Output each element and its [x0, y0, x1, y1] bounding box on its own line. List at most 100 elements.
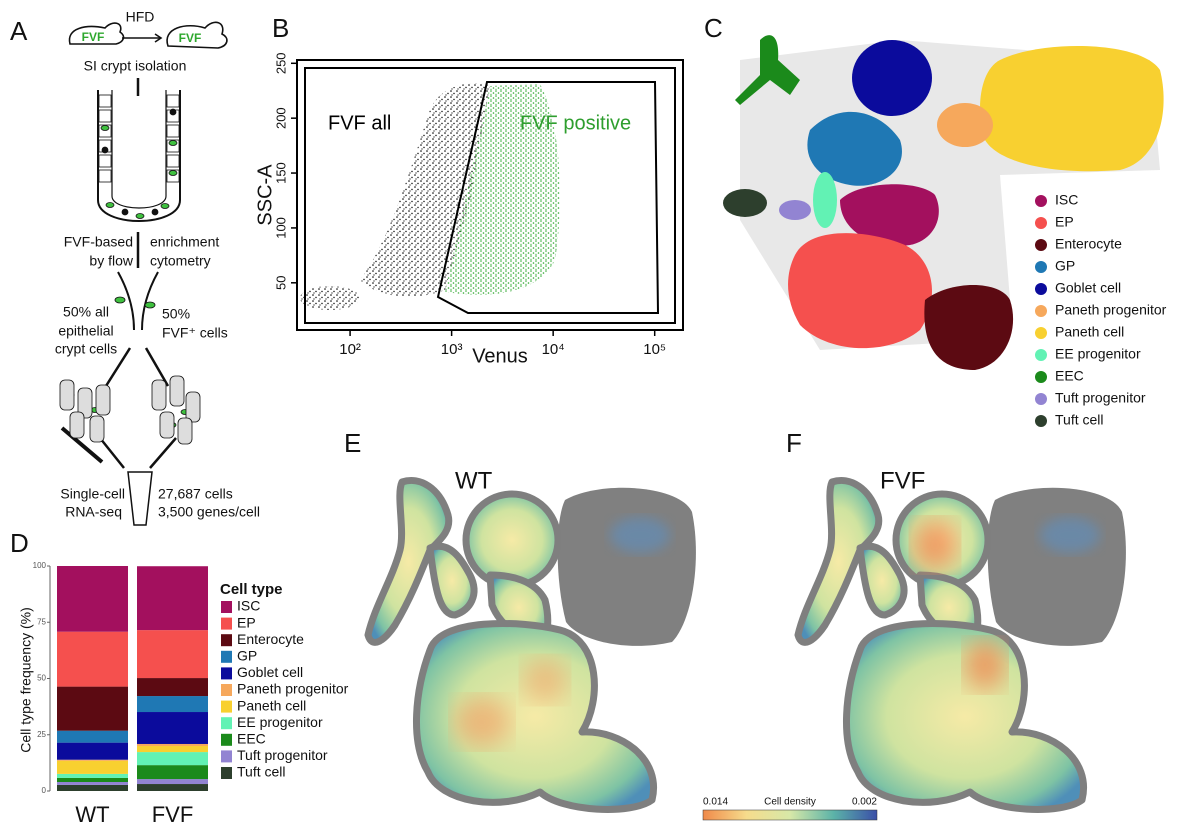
event-cloud: [300, 286, 360, 310]
pool-label: FVF⁺ cells: [162, 325, 228, 341]
legend-label: ISC: [1055, 192, 1078, 208]
y-tick-label: 0: [42, 786, 47, 795]
bar-segment: [137, 696, 208, 712]
legend-label: Paneth cell: [1055, 324, 1124, 340]
mouse-label: FVF: [82, 30, 105, 44]
y-axis-label: Cell type frequency (%): [18, 607, 34, 753]
bar-segment: [57, 760, 128, 761]
bar-segment: [57, 761, 128, 774]
bar-segment: [137, 746, 208, 752]
panel-label: B: [272, 13, 289, 43]
colorbar-label: 0.014: [703, 797, 728, 808]
cluster: [723, 189, 767, 217]
legend-swatch: [1035, 283, 1047, 295]
bar-segment: [137, 765, 208, 779]
panel-label: F: [786, 428, 802, 458]
legend-swatch: [1035, 217, 1047, 229]
arrow: [100, 438, 176, 468]
x-tick-label: FVF: [152, 802, 194, 827]
legend-label: EEC: [1055, 368, 1084, 384]
y-tick-label: 25: [37, 730, 46, 739]
legend-label: Goblet cell: [1055, 280, 1121, 296]
legend-label: EP: [237, 614, 256, 630]
legend-label: Paneth progenitor: [1055, 302, 1167, 318]
mouse-label: FVF: [179, 31, 202, 45]
pool-label: crypt cells: [55, 341, 117, 357]
bar-segment: [137, 744, 208, 746]
legend-swatch: [1035, 415, 1047, 427]
bar-segment: [137, 752, 208, 765]
legend-swatch: [221, 634, 232, 646]
cluster: [852, 40, 932, 116]
legend-label: Enterocyte: [237, 631, 304, 647]
legend-swatch: [1035, 327, 1047, 339]
legend-title: Cell type: [220, 581, 283, 598]
legend-label: Tuft cell: [1055, 412, 1104, 428]
stats-label: 3,500 genes/cell: [158, 504, 260, 520]
legend-label: Tuft cell: [237, 764, 286, 780]
cluster: [813, 172, 837, 228]
bar-segment: [57, 782, 128, 785]
legend-swatch: [221, 767, 232, 779]
legend-swatch: [221, 701, 232, 713]
bar-segment: [137, 630, 208, 678]
cluster: [788, 233, 932, 348]
legend-swatch: [1035, 305, 1047, 317]
enrichment-step: by flow: [89, 253, 133, 269]
bar-segment: [57, 778, 128, 782]
legend-swatch: [1035, 195, 1047, 207]
treatment: HFD: [126, 9, 155, 25]
panel-label: E: [344, 428, 361, 458]
colorbar: [703, 810, 877, 820]
bar-segment: [57, 566, 128, 632]
legend-label: GP: [237, 648, 257, 664]
x-tick-label: WT: [75, 802, 109, 827]
y-tick-label: 75: [37, 617, 46, 626]
density-panel-title: FVF: [880, 467, 925, 494]
bar-segment: [137, 678, 208, 696]
panel-label: D: [10, 528, 29, 558]
x-tick-label: 10³: [441, 341, 463, 358]
legend-label: EE progenitor: [237, 714, 323, 730]
cluster: [937, 103, 993, 147]
legend-label: EE progenitor: [1055, 346, 1141, 362]
legend-swatch: [1035, 371, 1047, 383]
legend-swatch: [221, 667, 232, 679]
stats-label: 27,687 cells: [158, 486, 233, 502]
density-map: [798, 480, 1126, 809]
bar-segment: [137, 712, 208, 744]
legend-swatch: [221, 651, 232, 663]
x-tick-label: 10⁵: [643, 341, 666, 358]
legend-label: GP: [1055, 258, 1075, 274]
method-label: Single-cell: [60, 486, 125, 502]
cluster: [980, 46, 1164, 171]
y-tick-label: 250: [273, 52, 288, 74]
y-tick-label: 50: [273, 276, 288, 290]
bar-segment: [137, 566, 208, 630]
cluster: [924, 285, 1013, 370]
colorbar-title: Cell density: [764, 797, 816, 808]
x-tick-label: 10⁴: [542, 341, 565, 358]
legend-swatch: [221, 750, 232, 762]
isolation-step: SI crypt isolation: [84, 58, 187, 74]
colorbar-label: 0.002: [852, 797, 877, 808]
density-map: [368, 480, 696, 809]
bar-segment: [57, 785, 128, 791]
umap: [723, 35, 1164, 370]
legend-label: Tuft progenitor: [1055, 390, 1146, 406]
pool-label: epithelial: [58, 323, 113, 339]
legend-swatch: [221, 734, 232, 746]
legend-swatch: [1035, 239, 1047, 251]
y-axis-label: SSC-A: [254, 164, 276, 226]
x-axis-label: Venus: [472, 345, 528, 367]
bar-segment: [57, 743, 128, 760]
tube: [128, 472, 152, 525]
legend-swatch: [221, 717, 232, 729]
legend-label: Paneth cell: [237, 697, 306, 713]
event-clouds: [297, 60, 683, 330]
legend-swatch: [221, 618, 232, 630]
legend-label: Tuft progenitor: [237, 747, 328, 763]
bar-segment: [137, 784, 208, 791]
legend-label: Enterocyte: [1055, 236, 1122, 252]
legend-label: EP: [1055, 214, 1074, 230]
